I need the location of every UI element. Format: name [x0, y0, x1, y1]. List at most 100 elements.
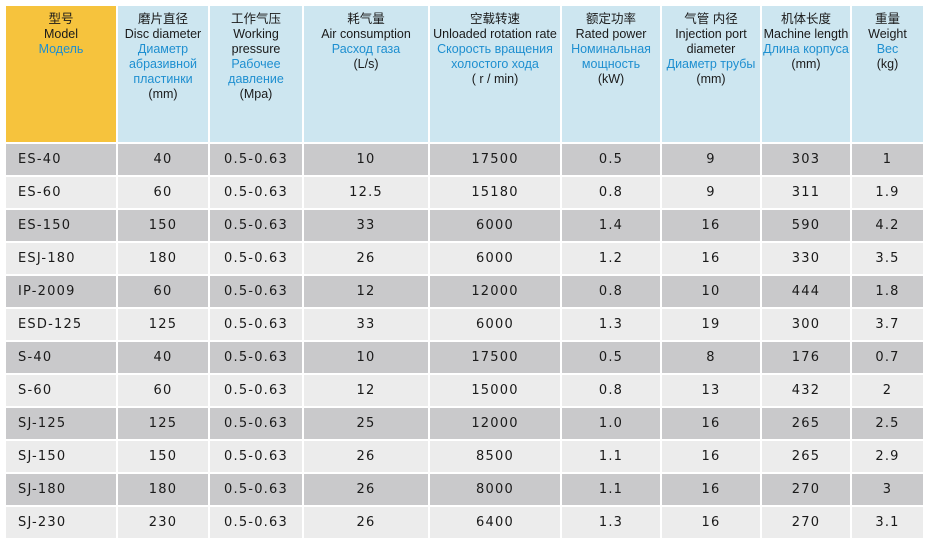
header-rotation-rate-en: Unloaded rotation rate	[433, 27, 557, 41]
cell-port-diameter: 16	[662, 441, 760, 472]
cell-weight: 2.5	[852, 408, 923, 439]
cell-weight: 2.9	[852, 441, 923, 472]
header-rated-power-en: Rated power	[575, 27, 647, 41]
cell-air-consumption: 33	[304, 309, 428, 340]
cell-rated-power: 0.8	[562, 375, 660, 406]
cell-disc-diameter: 230	[118, 507, 208, 538]
cell-model: ES-40	[6, 144, 116, 175]
cell-rated-power: 0.5	[562, 342, 660, 373]
cell-machine-length: 176	[762, 342, 850, 373]
cell-working-pressure: 0.5-0.63	[210, 507, 302, 538]
cell-port-diameter: 16	[662, 243, 760, 274]
cell-model: IP-2009	[6, 276, 116, 307]
cell-machine-length: 270	[762, 474, 850, 505]
table-row: IP-2009 60 0.5-0.63 12 12000 0.8 10 444 1.8	[6, 276, 923, 307]
cell-working-pressure: 0.5-0.63	[210, 342, 302, 373]
cell-port-diameter: 16	[662, 474, 760, 505]
header-air-consumption: 耗气量 Air consumption Расход газа (L/s)	[304, 6, 428, 142]
cell-rated-power: 1.1	[562, 441, 660, 472]
cell-disc-diameter: 60	[118, 177, 208, 208]
cell-disc-diameter: 60	[118, 375, 208, 406]
header-disc-diameter: 磨片直径 Disc diameter Диаметр абразивной плас…	[118, 6, 208, 142]
cell-port-diameter: 16	[662, 210, 760, 241]
cell-rated-power: 1.1	[562, 474, 660, 505]
header-air-consumption-cn: 耗气量	[347, 12, 385, 26]
header-disc-diameter-unit: (mm)	[148, 87, 178, 101]
cell-machine-length: 330	[762, 243, 850, 274]
cell-air-consumption: 26	[304, 507, 428, 538]
cell-machine-length: 432	[762, 375, 850, 406]
cell-working-pressure: 0.5-0.63	[210, 474, 302, 505]
cell-machine-length: 311	[762, 177, 850, 208]
cell-port-diameter: 19	[662, 309, 760, 340]
cell-air-consumption: 25	[304, 408, 428, 439]
table-row: SJ-150 150 0.5-0.63 26 8500 1.1 16 265 2.9	[6, 441, 923, 472]
header-rated-power-cn: 额定功率	[585, 12, 636, 26]
cell-disc-diameter: 40	[118, 144, 208, 175]
header-weight: 重量 Weight Вес (kg)	[852, 6, 923, 142]
header-air-consumption-unit: (L/s)	[353, 57, 379, 71]
cell-rated-power: 0.8	[562, 177, 660, 208]
cell-air-consumption: 12	[304, 375, 428, 406]
header-working-pressure: 工作气压 Working pressure Рабочее давление (Mpa…	[210, 6, 302, 142]
cell-air-consumption: 12	[304, 276, 428, 307]
cell-rotation-rate: 15180	[430, 177, 560, 208]
cell-air-consumption: 10	[304, 342, 428, 373]
cell-working-pressure: 0.5-0.63	[210, 375, 302, 406]
cell-machine-length: 300	[762, 309, 850, 340]
cell-disc-diameter: 125	[118, 309, 208, 340]
table-row: SJ-180 180 0.5-0.63 26 8000 1.1 16 270 3	[6, 474, 923, 505]
cell-model: ES-150	[6, 210, 116, 241]
cell-machine-length: 590	[762, 210, 850, 241]
cell-model: SJ-230	[6, 507, 116, 538]
header-rotation-rate-unit: ( r / min)	[471, 72, 519, 86]
table-row: ES-60 60 0.5-0.63 12.5 15180 0.8 9 311 1.9	[6, 177, 923, 208]
cell-rated-power: 1.3	[562, 309, 660, 340]
cell-rated-power: 0.8	[562, 276, 660, 307]
header-rated-power-ru: Номинальная мощность	[571, 42, 651, 71]
cell-port-diameter: 13	[662, 375, 760, 406]
header-rated-power: 额定功率 Rated power Номинальная мощность (kW)	[562, 6, 660, 142]
table-row: ESJ-180 180 0.5-0.63 26 6000 1.2 16 330 3.5	[6, 243, 923, 274]
cell-model: ES-60	[6, 177, 116, 208]
table-row: ES-40 40 0.5-0.63 10 17500 0.5 9 303 1	[6, 144, 923, 175]
cell-weight: 2	[852, 375, 923, 406]
header-machine-length-ru: Длина корпуса	[763, 42, 849, 56]
cell-weight: 1.8	[852, 276, 923, 307]
cell-rotation-rate: 6400	[430, 507, 560, 538]
cell-disc-diameter: 125	[118, 408, 208, 439]
header-working-pressure-cn: 工作气压	[230, 12, 281, 26]
table-row: S-60 60 0.5-0.63 12 15000 0.8 13 432 2	[6, 375, 923, 406]
cell-air-consumption: 26	[304, 474, 428, 505]
table-row: SJ-230 230 0.5-0.63 26 6400 1.3 16 270 3.1	[6, 507, 923, 538]
cell-rotation-rate: 8000	[430, 474, 560, 505]
header-rated-power-unit: (kW)	[597, 72, 625, 86]
cell-port-diameter: 8	[662, 342, 760, 373]
cell-rated-power: 1.3	[562, 507, 660, 538]
cell-working-pressure: 0.5-0.63	[210, 276, 302, 307]
header-model-en: Model	[43, 27, 79, 41]
cell-weight: 3.1	[852, 507, 923, 538]
header-rotation-rate-cn: 空载转速	[469, 12, 520, 26]
cell-rated-power: 1.2	[562, 243, 660, 274]
cell-weight: 4.2	[852, 210, 923, 241]
cell-weight: 1.9	[852, 177, 923, 208]
spec-table-container: 型号 Model Модель 磨片直径 Disc diameter Диаметр аб…	[4, 4, 923, 540]
cell-port-diameter: 9	[662, 144, 760, 175]
header-machine-length: 机体长度 Machine length Длина корпуса (mm)	[762, 6, 850, 142]
header-disc-diameter-cn: 磨片直径	[137, 12, 188, 26]
header-machine-length-en: Machine length	[763, 27, 849, 41]
cell-machine-length: 303	[762, 144, 850, 175]
header-disc-diameter-ru: Диаметр абразивной пластинки	[128, 42, 198, 86]
cell-rotation-rate: 8500	[430, 441, 560, 472]
header-model-cn: 型号	[48, 12, 74, 26]
cell-rated-power: 1.0	[562, 408, 660, 439]
header-weight-unit: (kg)	[876, 57, 899, 71]
table-row: SJ-125 125 0.5-0.63 25 12000 1.0 16 265 2.5	[6, 408, 923, 439]
header-weight-en: Weight	[868, 27, 907, 41]
cell-air-consumption: 10	[304, 144, 428, 175]
cell-rotation-rate: 6000	[430, 210, 560, 241]
header-weight-ru: Вес	[876, 42, 899, 56]
cell-rated-power: 1.4	[562, 210, 660, 241]
cell-disc-diameter: 150	[118, 210, 208, 241]
